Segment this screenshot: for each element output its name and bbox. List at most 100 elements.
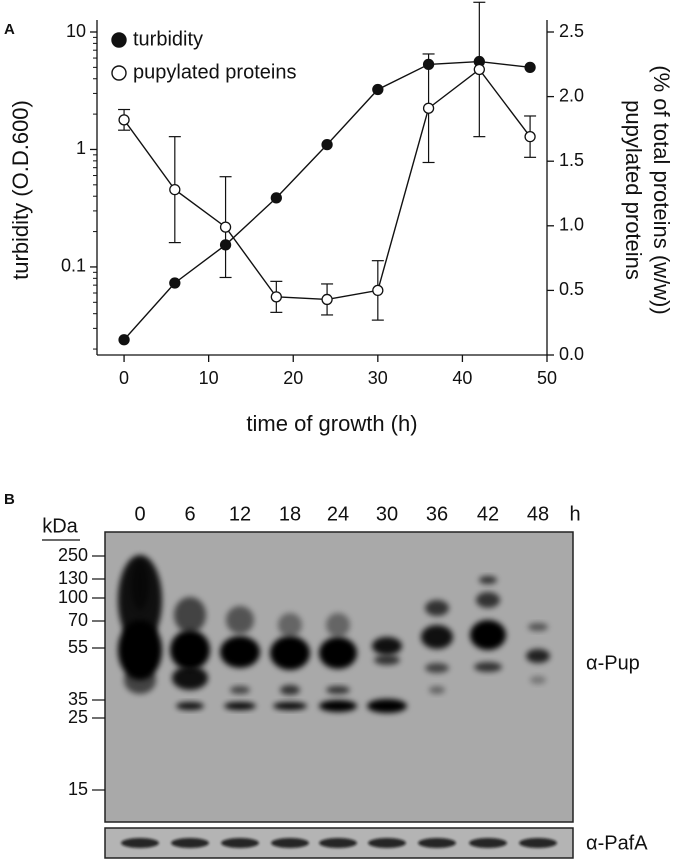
data-point [372,83,384,96]
x-tick-label: 30 [368,368,388,388]
data-point [321,293,333,306]
band [474,662,502,672]
data-point [169,183,181,196]
data-point [473,63,485,76]
band [421,625,453,649]
band [326,613,350,637]
band [469,838,507,848]
band [319,637,357,669]
band [319,700,357,712]
lane-label: 6 [184,503,195,525]
lane-label: 18 [279,503,301,525]
band [479,576,497,584]
y2-axis-label: (% of total proteins (w/w)) [649,65,674,314]
lane-label: 24 [327,503,349,525]
lane-label: 42 [477,503,499,525]
lane-label: 48 [527,503,549,525]
y2-tick-label: 2.5 [559,21,584,41]
data-point [524,61,536,74]
data-point [372,284,384,297]
data-point [321,138,333,151]
band [278,613,302,637]
data-point [219,221,232,233]
band [476,592,500,608]
legend-label: pupylated proteins [133,61,296,83]
band [526,649,550,663]
data-point [422,102,435,114]
lane-label: 0 [134,503,145,525]
band [124,666,156,694]
x-tick-label: 40 [452,368,472,388]
legend-marker [111,32,127,48]
x-tick-label: 50 [537,368,557,388]
marker-label: 15 [68,779,88,799]
band [172,666,208,690]
band [224,702,256,710]
band [176,702,204,710]
band [425,663,449,673]
western-blot: kDa h α-Pup α-PafA 0 6 12 18 24 30 36 42 48 250 13… [42,503,648,859]
x-tick-label: 10 [199,368,219,388]
band [319,838,357,848]
band [530,676,546,684]
band [418,838,456,848]
band [121,838,159,848]
band [271,838,309,848]
band [372,637,402,655]
band [326,686,350,694]
marker-label: 100 [58,587,88,607]
band [220,636,260,668]
y2-tick-label: 0.0 [559,344,584,364]
legend-marker [111,65,127,81]
data-point [169,277,181,289]
band [425,600,449,616]
data-point [270,192,282,204]
legend-label: turbidity [133,28,203,50]
band [519,838,557,848]
band [221,838,259,848]
band [174,597,206,633]
y2-tick-label: 1.5 [559,150,584,170]
band [270,636,310,670]
data-point [270,291,282,303]
band [273,702,307,710]
marker-label: 55 [68,637,88,657]
marker-label: 25 [68,707,88,727]
band [118,620,162,680]
band [429,686,445,694]
band [280,685,300,695]
antibody-label: α-Pup [586,652,640,674]
marker-label: 70 [68,610,88,630]
band [528,623,548,631]
band [374,655,400,665]
x-tick-label: 20 [283,368,303,388]
band [226,606,254,634]
y-tick-label: 0.1 [61,256,86,276]
x-axis-label: time of growth (h) [246,411,417,436]
data-point [118,114,130,126]
y2-tick-label: 2.0 [559,85,584,105]
y-tick-label: 10 [66,21,86,41]
band [170,630,210,670]
lane-label: 30 [376,503,398,525]
lane-label: 12 [229,503,251,525]
chart: 0 10 20 30 40 50 0.1 1 10 0.0 0.5 1.0 1.5 2.0 2.5 time … [8,1,674,436]
marker-label: 250 [58,545,88,565]
y2-tick-label: 0.5 [559,279,584,299]
y2-axis-label: pupylated proteins [621,100,646,280]
unit-label: kDa [42,515,78,537]
y-tick-label: 1 [76,138,86,158]
marker-label: 35 [68,689,88,709]
lane-label: 36 [426,503,448,525]
panel-label: A [4,21,15,38]
band [230,686,250,694]
data-point [524,131,536,143]
band [131,560,149,610]
series-line [123,68,531,301]
antibody-label: α-PafA [586,832,648,854]
y2-tick-label: 1.0 [559,215,584,235]
x-tick-label: 0 [119,368,129,388]
band [470,620,506,650]
lane-unit: h [569,503,580,525]
